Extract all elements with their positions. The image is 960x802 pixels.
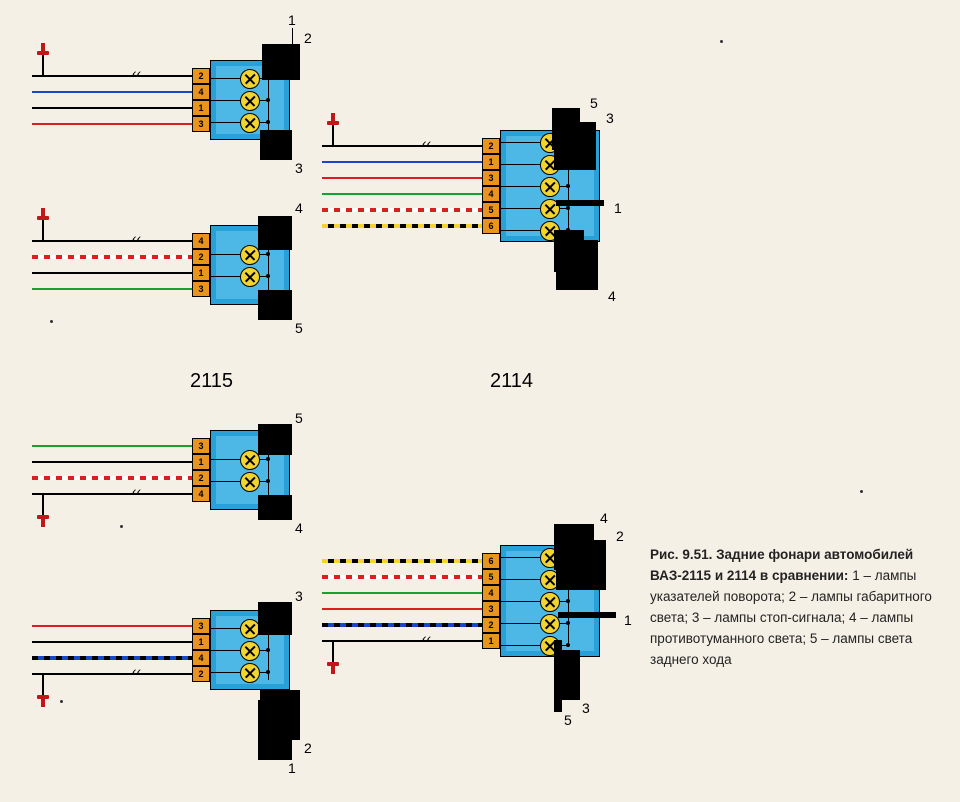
connector-pin: 3 <box>192 116 210 132</box>
lamp-icon <box>240 245 260 265</box>
callout-number: 4 <box>608 288 616 304</box>
callout-number: 4 <box>600 510 608 526</box>
lamp-icon <box>540 614 560 634</box>
callout-number: 4 <box>295 200 303 216</box>
connector-pin: 1 <box>482 154 500 170</box>
connector-pin: 4 <box>192 84 210 100</box>
connector-pin: 2 <box>482 617 500 633</box>
lamp-icon <box>240 641 260 661</box>
lamp-icon <box>240 113 260 133</box>
connector-pin: 3 <box>482 601 500 617</box>
callout-number: 5 <box>590 95 598 111</box>
callout-number: 5 <box>564 712 572 728</box>
connector-pin: 3 <box>192 281 210 297</box>
lamp-icon <box>240 619 260 639</box>
connector-pin: 6 <box>482 553 500 569</box>
callout-number: 4 <box>295 520 303 536</box>
callout-number: 2 <box>616 528 624 544</box>
callout-number: 3 <box>295 160 303 176</box>
connector-pin: 1 <box>192 265 210 281</box>
connector-pin: 1 <box>482 633 500 649</box>
connector-pin: 3 <box>482 170 500 186</box>
connector-pin: 2 <box>192 68 210 84</box>
connector-pin: 2 <box>192 666 210 682</box>
callout-number: 1 <box>288 760 296 776</box>
lamp-icon <box>540 592 560 612</box>
connector-pin: 2 <box>192 249 210 265</box>
connector-pin: 1 <box>192 634 210 650</box>
lamp-icon <box>240 663 260 683</box>
connector-pin: 4 <box>482 186 500 202</box>
column-heading: 2115 <box>190 370 233 393</box>
callout-number: 1 <box>288 12 296 28</box>
callout-number: 3 <box>606 110 614 126</box>
lamp-icon <box>240 91 260 111</box>
callout-number: 1 <box>614 200 622 216</box>
callout-number: 3 <box>582 700 590 716</box>
callout-number: 5 <box>295 320 303 336</box>
connector-pin: 3 <box>192 618 210 634</box>
connector-pin: 3 <box>192 438 210 454</box>
connector-pin: 2 <box>482 138 500 154</box>
connector-pin: 1 <box>192 454 210 470</box>
column-heading: 2114 <box>490 370 533 393</box>
callout-number: 2 <box>304 740 312 756</box>
connector-pin: 4 <box>192 650 210 666</box>
lamp-icon <box>240 450 260 470</box>
lamp-icon <box>240 69 260 89</box>
legend-text: Рис. 9.51. Задние фонари автомобилей ВАЗ… <box>650 545 940 671</box>
connector-pin: 4 <box>192 233 210 249</box>
connector-pin: 4 <box>482 585 500 601</box>
connector-pin: 4 <box>192 486 210 502</box>
connector-pin: 1 <box>192 100 210 116</box>
lamp-icon <box>240 267 260 287</box>
callout-number: 5 <box>295 410 303 426</box>
connector-pin: 2 <box>192 470 210 486</box>
diagram-stage: 2‹‹4134‹‹2133124‹‹3142‹‹2‹‹13456654321‹‹… <box>0 0 960 802</box>
lamp-icon <box>240 472 260 492</box>
connector-pin: 5 <box>482 569 500 585</box>
callout-number: 2 <box>304 30 312 46</box>
connector-pin: 6 <box>482 218 500 234</box>
callout-number: 1 <box>624 612 632 628</box>
connector-pin: 5 <box>482 202 500 218</box>
lamp-icon <box>540 177 560 197</box>
callout-number: 3 <box>295 588 303 604</box>
